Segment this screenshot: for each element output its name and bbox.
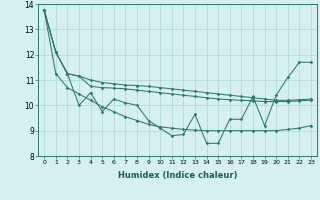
X-axis label: Humidex (Indice chaleur): Humidex (Indice chaleur) — [118, 171, 237, 180]
